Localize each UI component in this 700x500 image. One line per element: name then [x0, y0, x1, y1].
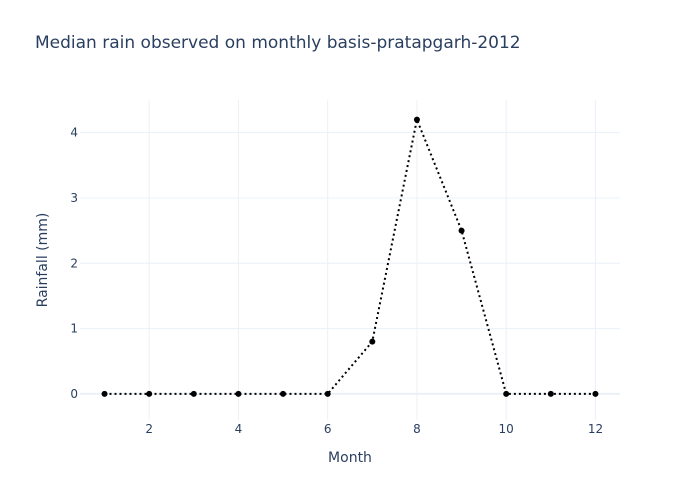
chart-title: Median rain observed on monthly basis-pr… [35, 33, 521, 53]
data-point[interactable] [324, 390, 331, 397]
data-point[interactable] [413, 116, 420, 123]
x-tick-label: 2 [145, 422, 153, 436]
x-axis-title: Month [328, 450, 372, 466]
y-tick-label: 3 [70, 191, 78, 205]
data-point[interactable] [369, 338, 376, 345]
data-point[interactable] [280, 390, 287, 397]
data-point[interactable] [101, 390, 108, 397]
y-tick-label: 0 [70, 387, 78, 401]
data-markers [101, 116, 599, 397]
y-tick-label: 1 [70, 322, 78, 336]
y-axis-title: Rainfall (mm) [35, 213, 51, 308]
data-point[interactable] [235, 390, 242, 397]
x-tick-label: 12 [588, 422, 603, 436]
data-point[interactable] [458, 227, 465, 234]
x-tick-label: 6 [324, 422, 332, 436]
x-tick-label: 8 [413, 422, 421, 436]
data-point[interactable] [547, 390, 554, 397]
data-point[interactable] [503, 390, 510, 397]
data-point[interactable] [190, 390, 197, 397]
x-tick-label: 10 [499, 422, 514, 436]
series-line [104, 116, 596, 395]
data-point[interactable] [592, 390, 599, 397]
data-point[interactable] [146, 390, 153, 397]
x-tick-label: 4 [235, 422, 243, 436]
grid-lines [80, 100, 620, 420]
y-tick-label: 4 [70, 126, 78, 140]
y-tick-label: 2 [70, 256, 78, 270]
